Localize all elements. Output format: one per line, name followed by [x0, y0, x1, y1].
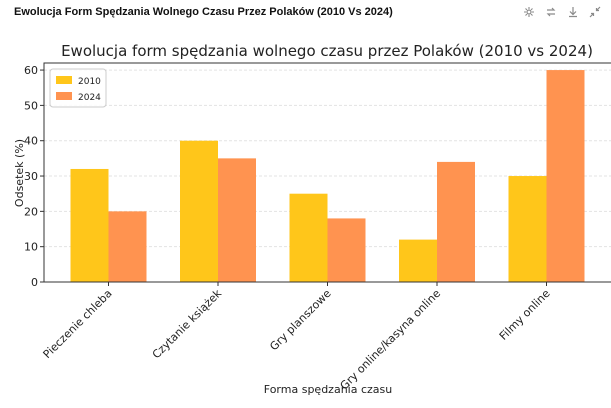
settings-icon[interactable] [521, 4, 537, 20]
bar-2024-5 [546, 70, 585, 282]
x-tick-label: Filmy online [497, 287, 553, 343]
chart-toolbar [521, 4, 603, 20]
x-axis-label: Forma spędzania czasu [264, 383, 392, 396]
bar-2024-4 [437, 161, 475, 282]
bar-2010-5 [508, 176, 547, 282]
y-tick-label: 60 [24, 64, 38, 77]
x-tick-label: Czytanie książek [150, 286, 225, 361]
title-bar: Ewolucja Form Spędzania Wolnego Czasu Pr… [0, 0, 611, 26]
bar-chart: Ewolucja form spędzania wolnego czasu pr… [13, 42, 611, 396]
window-title: Ewolucja Form Spędzania Wolnego Czasu Pr… [14, 6, 393, 18]
legend-label-2010: 2010 [78, 77, 101, 87]
bars [70, 70, 585, 282]
bar-2010-1 [70, 168, 109, 282]
collapse-icon[interactable] [587, 4, 603, 20]
x-axis: Pieczenie chleba Czytanie książek Gry plan… [41, 282, 553, 392]
x-tick-label: Pieczenie chleba [41, 287, 115, 361]
bar-2010-2 [180, 140, 218, 282]
y-tick-label: 20 [24, 205, 38, 218]
bar-2010-3 [289, 193, 328, 282]
y-axis-label: Odsetek (%) [13, 139, 26, 207]
y-tick-label: 10 [24, 241, 38, 254]
bar-2024-3 [327, 218, 366, 282]
y-tick-label: 40 [24, 135, 38, 148]
plot-frame [43, 62, 611, 283]
chart-title: Ewolucja form spędzania wolnego czasu pr… [61, 42, 593, 60]
y-axis: 0 10 20 30 40 50 60 [24, 64, 44, 289]
bar-2024-1 [108, 211, 147, 282]
legend-swatch-2024 [56, 92, 72, 100]
x-tick-label: Gry planszowe [267, 287, 333, 353]
y-tick-label: 30 [24, 170, 38, 183]
legend: 2010 2024 [49, 68, 107, 108]
x-tick-label: Gry online/kasyna online [338, 287, 444, 393]
bar-2024-2 [218, 158, 256, 282]
bar-2010-4 [399, 239, 437, 282]
chart-container: Ewolucja form spędzania wolnego czasu pr… [0, 26, 611, 408]
y-tick-label: 0 [31, 276, 38, 289]
legend-swatch-2010 [56, 76, 72, 84]
y-tick-label: 50 [24, 99, 38, 112]
legend-label-2024: 2024 [78, 93, 101, 103]
download-icon[interactable] [565, 4, 581, 20]
compare-icon[interactable] [543, 4, 559, 20]
